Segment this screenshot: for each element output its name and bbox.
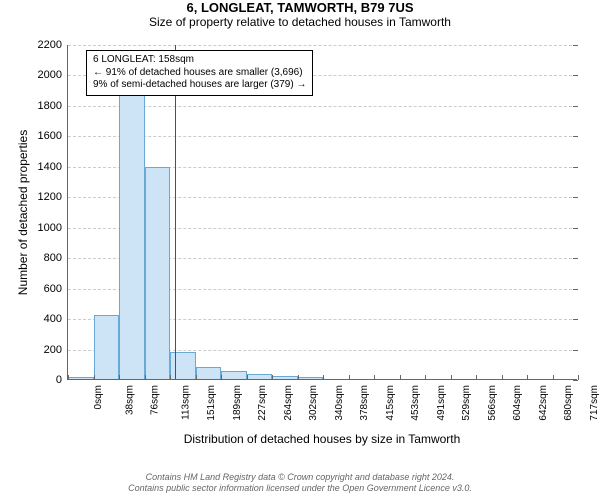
histogram-bar bbox=[196, 367, 222, 379]
y-tick-label: 1200 bbox=[38, 191, 68, 203]
x-tick-label: 76sqm bbox=[150, 379, 161, 415]
y-tick-label: 1600 bbox=[38, 130, 68, 142]
x-tick-label: 340sqm bbox=[334, 379, 345, 421]
y-tick-label: 1000 bbox=[38, 222, 68, 234]
histogram-bar bbox=[221, 371, 247, 379]
y-tick-label: 200 bbox=[44, 344, 68, 356]
y-tick-label: 400 bbox=[44, 313, 68, 325]
y-tick-label: 2000 bbox=[38, 69, 68, 81]
y-tick-label: 800 bbox=[44, 252, 68, 264]
x-tick-label: 566sqm bbox=[487, 379, 498, 421]
y-axis-label: Number of detached properties bbox=[16, 45, 30, 380]
footer-attribution: Contains HM Land Registry data © Crown c… bbox=[0, 472, 600, 495]
annotation-line: ← 91% of detached houses are smaller (3,… bbox=[93, 67, 306, 80]
x-tick-label: 680sqm bbox=[563, 379, 574, 421]
x-tick-label: 378sqm bbox=[359, 379, 370, 421]
x-tick-label: 604sqm bbox=[512, 379, 523, 421]
y-tick-label: 600 bbox=[44, 283, 68, 295]
histogram-bar bbox=[94, 315, 120, 379]
y-tick-label: 0 bbox=[56, 374, 68, 386]
x-tick-label: 38sqm bbox=[124, 379, 135, 415]
x-axis-label: Distribution of detached houses by size … bbox=[67, 432, 577, 446]
x-tick-label: 113sqm bbox=[180, 379, 191, 420]
x-tick-label: 642sqm bbox=[538, 379, 549, 421]
x-tick-label: 264sqm bbox=[283, 379, 294, 421]
y-tick-label: 2200 bbox=[38, 39, 68, 51]
annotation-box: 6 LONGLEAT: 158sqm← 91% of detached hous… bbox=[86, 50, 313, 96]
histogram-bar bbox=[68, 377, 94, 379]
histogram-bar bbox=[145, 167, 171, 379]
x-tick-label: 189sqm bbox=[232, 379, 243, 421]
x-tick-label: 0sqm bbox=[93, 379, 104, 409]
histogram-bar bbox=[119, 93, 145, 379]
footer-line: Contains public sector information licen… bbox=[0, 483, 600, 494]
x-tick-label: 415sqm bbox=[385, 379, 396, 421]
plot-area: 0200400600800100012001400160018002000220… bbox=[67, 45, 577, 380]
x-tick-label: 491sqm bbox=[436, 379, 447, 421]
y-tick-label: 1400 bbox=[38, 161, 68, 173]
annotation-line: 6 LONGLEAT: 158sqm bbox=[93, 54, 306, 67]
y-tick-label: 1800 bbox=[38, 100, 68, 112]
x-tick-label: 302sqm bbox=[308, 379, 319, 421]
x-tick-label: 529sqm bbox=[461, 379, 472, 421]
histogram-chart: 0 200 400 600 800 1000 1200 1400 1600 1800 2000 220… bbox=[0, 0, 600, 500]
x-tick-label: 151sqm bbox=[206, 379, 217, 421]
grid-line bbox=[68, 45, 577, 46]
x-tick-label: 227sqm bbox=[257, 379, 268, 421]
x-tick-label: 717sqm bbox=[589, 379, 600, 421]
x-tick-label: 453sqm bbox=[410, 379, 421, 421]
footer-line: Contains HM Land Registry data © Crown c… bbox=[0, 472, 600, 483]
annotation-line: 9% of semi-detached houses are larger (3… bbox=[93, 79, 306, 92]
